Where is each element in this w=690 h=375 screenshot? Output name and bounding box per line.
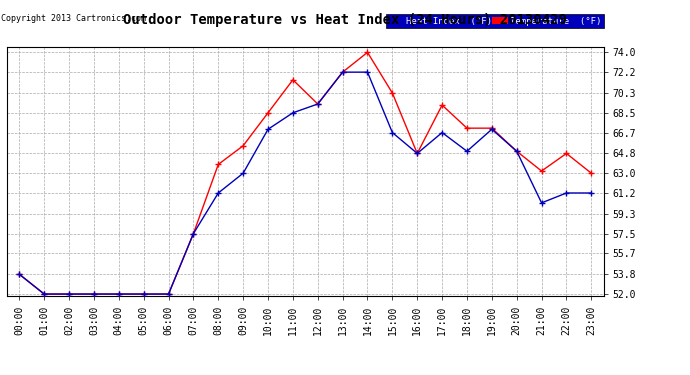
Text: Copyright 2013 Cartronics.com: Copyright 2013 Cartronics.com <box>1 15 146 24</box>
Text: Outdoor Temperature vs Heat Index (24 Hours) 20130429: Outdoor Temperature vs Heat Index (24 Ho… <box>123 13 567 27</box>
Legend: Heat Index  (°F), Temperature  (°F): Heat Index (°F), Temperature (°F) <box>386 15 604 28</box>
